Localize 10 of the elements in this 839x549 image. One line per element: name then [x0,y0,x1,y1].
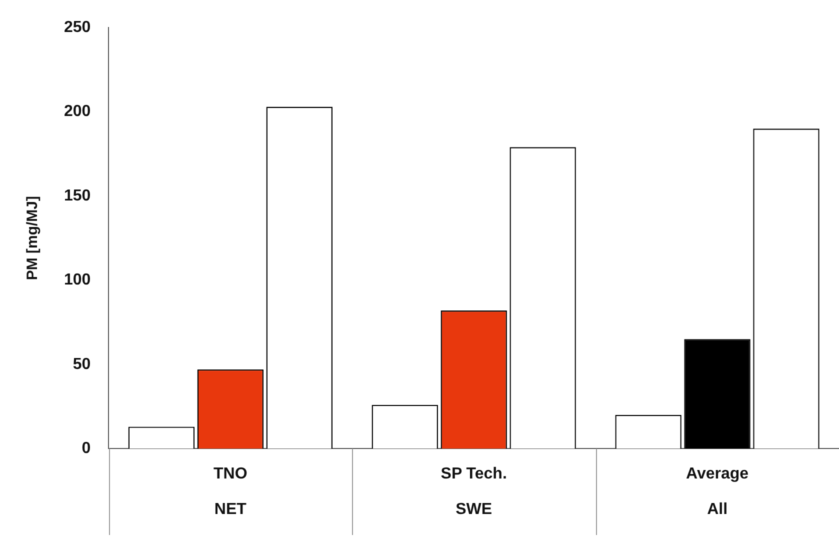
y-tick-label: 250 [64,19,91,36]
y-tick-label: 50 [72,356,91,373]
x-tick-label: TNO NET [214,466,248,518]
y-tick-label: 100 [64,272,91,289]
x-tick-label: SP Tech. SWE [440,466,507,518]
y-tick-label: 0 [82,440,91,458]
y-tick-label: 200 [64,103,91,120]
x-tick-label: Average All [686,466,749,518]
y-axis-title: PM [mg/MJ] [24,196,42,280]
y-tick-label: 150 [64,187,91,204]
